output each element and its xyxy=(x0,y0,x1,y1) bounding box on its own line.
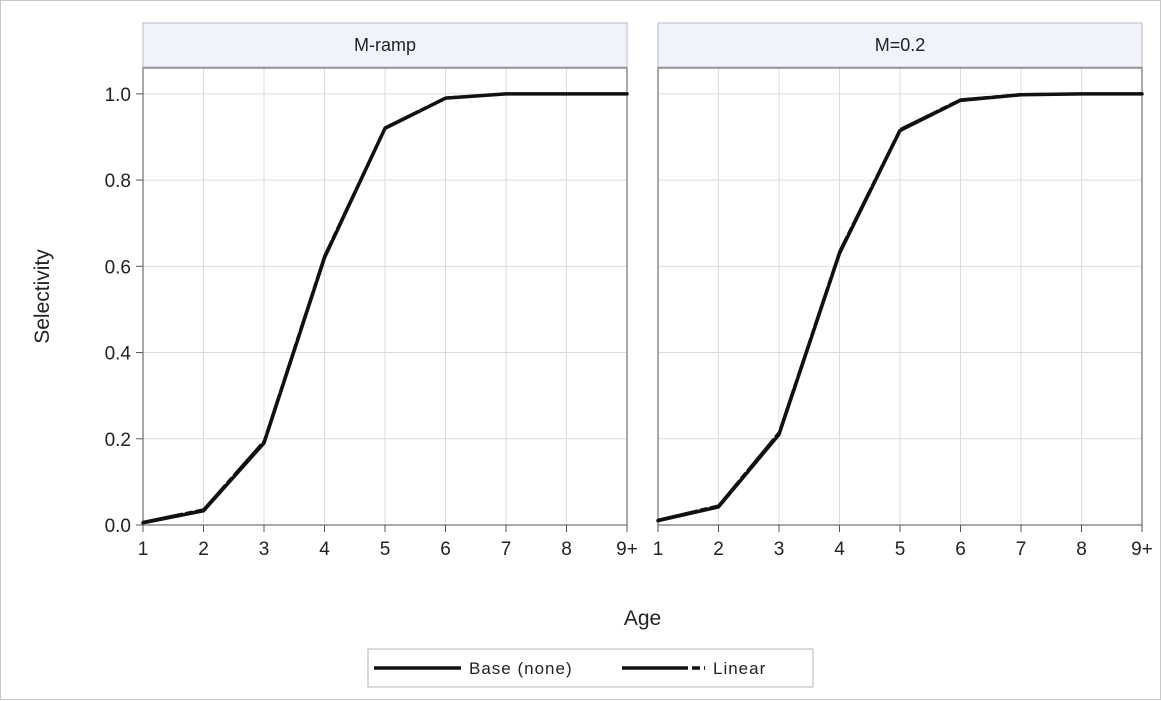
series-line-linear xyxy=(656,92,1144,522)
series-line-linear xyxy=(141,92,629,524)
x-axis-title: Age xyxy=(624,607,661,630)
y-tick-label: 0.4 xyxy=(105,344,132,365)
y-tick-label: 1.0 xyxy=(105,85,131,106)
x-tick-label: 7 xyxy=(1016,539,1027,560)
x-tick-label: 8 xyxy=(561,539,572,560)
x-tick-label: 5 xyxy=(380,539,391,560)
x-tick-label: 7 xyxy=(501,539,512,560)
y-tick-label: 0.8 xyxy=(105,171,131,192)
x-tick-label: 1 xyxy=(653,539,664,560)
x-tick-label: 3 xyxy=(774,539,785,560)
panel-title-1: M-ramp xyxy=(354,35,416,55)
legend-label-linear: Linear xyxy=(713,659,766,678)
x-tick-label: 6 xyxy=(955,539,966,560)
x-tick-label: 5 xyxy=(895,539,906,560)
y-axis-title: Selectivity xyxy=(31,249,54,344)
y-tick-label: 0.0 xyxy=(105,516,131,537)
x-tick-label: 2 xyxy=(713,539,724,560)
y-tick-label: 0.6 xyxy=(105,257,131,278)
panel-title-2: M=0.2 xyxy=(875,35,926,55)
x-tick-label: 8 xyxy=(1076,539,1087,560)
y-tick-label: 0.2 xyxy=(105,430,131,451)
x-tick-label: 2 xyxy=(198,539,209,560)
x-tick-label: 4 xyxy=(319,539,330,560)
legend-label-base: Base (none) xyxy=(469,659,573,678)
x-tick-label: 1 xyxy=(138,539,149,560)
x-tick-label: 9+ xyxy=(616,539,638,560)
x-tick-label: 6 xyxy=(440,539,451,560)
panel-strip-2 xyxy=(657,22,1143,68)
x-tick-label: 9+ xyxy=(1131,539,1153,560)
x-tick-label: 4 xyxy=(834,539,845,560)
legend: Base (none) Linear xyxy=(367,648,814,688)
panel-strip-1 xyxy=(142,22,628,68)
x-tick-label: 3 xyxy=(259,539,270,560)
